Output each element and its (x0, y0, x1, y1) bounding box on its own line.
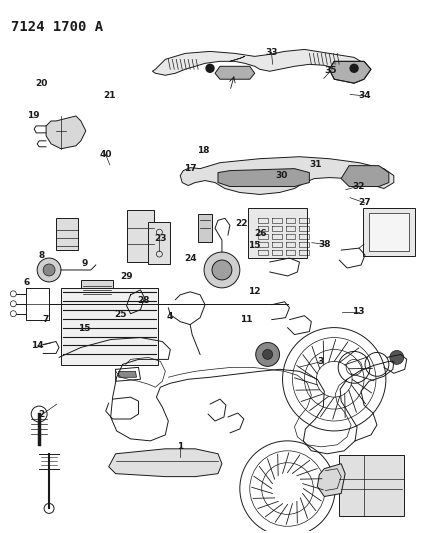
Polygon shape (218, 168, 309, 187)
Text: 9: 9 (81, 260, 87, 268)
Polygon shape (317, 464, 345, 497)
Text: 13: 13 (352, 307, 365, 316)
Polygon shape (152, 50, 369, 76)
Polygon shape (46, 116, 86, 149)
Text: 32: 32 (352, 182, 365, 190)
Polygon shape (329, 61, 371, 83)
Text: 34: 34 (359, 92, 371, 101)
Bar (363, 208, 415, 256)
Bar (127, 211, 155, 262)
Text: 30: 30 (276, 171, 288, 180)
Text: 40: 40 (99, 150, 112, 159)
Circle shape (37, 258, 61, 282)
Text: 25: 25 (114, 310, 127, 319)
Polygon shape (341, 166, 389, 187)
Bar (149, 222, 170, 264)
Circle shape (43, 264, 55, 276)
Circle shape (206, 64, 214, 72)
Text: 11: 11 (240, 315, 252, 324)
Text: 6: 6 (24, 278, 30, 287)
Polygon shape (180, 157, 394, 195)
Text: 18: 18 (197, 146, 210, 155)
Bar (369, 213, 409, 251)
Text: 2: 2 (39, 410, 45, 419)
Circle shape (350, 64, 358, 72)
Text: 8: 8 (39, 252, 45, 261)
Text: 31: 31 (310, 160, 322, 169)
Text: 7124 1700 A: 7124 1700 A (11, 20, 104, 34)
Text: 15: 15 (248, 241, 261, 250)
Polygon shape (215, 66, 255, 79)
Text: 1: 1 (177, 442, 183, 451)
Bar (248, 208, 307, 258)
Text: 20: 20 (36, 79, 48, 88)
Bar (61, 288, 158, 365)
Text: 15: 15 (78, 325, 91, 334)
Circle shape (390, 351, 404, 365)
Text: 38: 38 (318, 240, 331, 249)
Text: 7: 7 (43, 315, 49, 324)
Text: 17: 17 (184, 164, 197, 173)
Text: 33: 33 (265, 47, 278, 56)
Text: 27: 27 (359, 198, 371, 207)
Text: 23: 23 (155, 235, 167, 244)
Bar (198, 214, 212, 242)
Text: 3: 3 (317, 357, 324, 366)
Circle shape (204, 252, 240, 288)
Text: 35: 35 (325, 66, 337, 75)
Bar (56, 219, 78, 250)
Circle shape (212, 260, 232, 280)
Text: 19: 19 (27, 111, 40, 120)
Circle shape (263, 350, 273, 359)
Text: 24: 24 (184, 254, 197, 263)
Bar (339, 455, 404, 516)
Circle shape (256, 343, 279, 366)
Text: 28: 28 (137, 296, 150, 305)
Polygon shape (119, 372, 137, 377)
Bar (81, 280, 113, 308)
Text: 14: 14 (31, 342, 44, 350)
Text: 22: 22 (235, 219, 248, 228)
Text: 29: 29 (121, 271, 133, 280)
Text: 21: 21 (104, 92, 116, 101)
Text: 26: 26 (255, 229, 267, 238)
Text: 12: 12 (248, 287, 261, 296)
Polygon shape (109, 449, 222, 477)
Text: 4: 4 (166, 312, 172, 321)
